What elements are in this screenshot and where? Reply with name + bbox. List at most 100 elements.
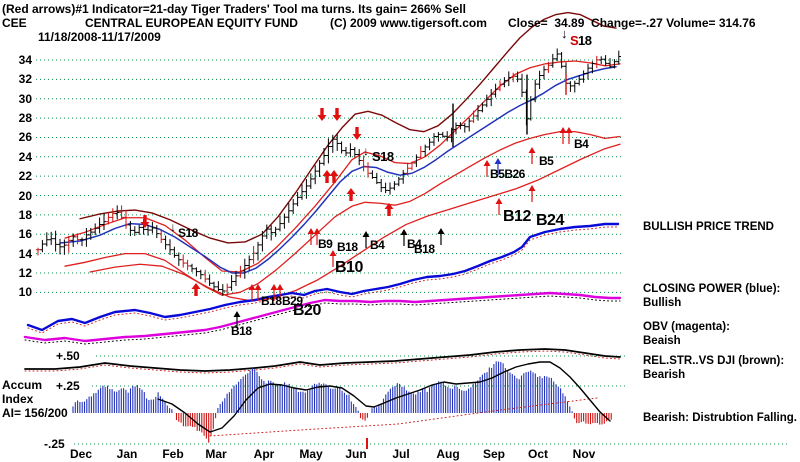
right-panel-label: REL.STR..VS DJI (brown):	[643, 355, 785, 367]
signal-label: ↓	[363, 144, 369, 158]
month-label: May	[299, 447, 323, 461]
signal-label: S18	[178, 226, 198, 240]
closing-power-ma-dotted	[27, 226, 619, 334]
signal-label: S	[570, 33, 579, 48]
signal-label: B4	[574, 137, 589, 151]
month-label: Nov	[572, 447, 596, 461]
month-label: Aug	[436, 447, 460, 461]
red-lower-band	[64, 130, 621, 296]
copyright: (C) 2009 www.tigersoft.com	[330, 16, 487, 30]
buy-arrow-thin-icon-head	[528, 147, 536, 153]
buy-arrow-thin-icon-head	[248, 284, 256, 290]
buy-arrow-thick-icon	[322, 170, 332, 183]
signal-label: ↓	[170, 220, 176, 234]
price-axis-label: 24	[18, 149, 32, 164]
month-label: Apr	[253, 447, 275, 461]
right-panel-label: Bearish	[643, 369, 686, 381]
buy-arrow-thick-icon	[329, 170, 339, 183]
signal-label: B5B26	[490, 167, 525, 181]
red-deep-lower-band	[89, 143, 621, 302]
obv-ma-dotted	[24, 295, 621, 345]
buy-arrow-thick-icon	[346, 188, 356, 201]
signal-label: B18	[261, 294, 282, 308]
month-label: Oct	[527, 447, 548, 461]
red-upper-band	[64, 60, 621, 273]
signal-label: B20	[293, 302, 321, 319]
ai-dotted-trend	[209, 397, 598, 437]
month-label: Sep	[482, 447, 505, 461]
ai-panel-label: -.25	[44, 437, 65, 451]
signal-label: B9	[318, 237, 333, 251]
buy-arrow-blue-icon-head	[494, 158, 502, 164]
buy-arrow-thin-icon-head	[495, 198, 503, 204]
ai-panel-label: +.25	[56, 379, 80, 393]
buy-arrow-thin-icon-head	[329, 250, 337, 256]
signal-label: B18	[414, 242, 435, 256]
price-axis-label: 28	[18, 111, 32, 126]
price-axis-label: 10	[18, 285, 32, 300]
month-label: Feb	[162, 447, 184, 461]
header-line1: (Red arrows)#1 Indicator=21-day Tiger Tr…	[2, 2, 466, 16]
ticker-symbol: CEE	[2, 16, 27, 30]
rel-str-ma-dotted	[24, 350, 621, 374]
buy-arrow-black-icon-head	[437, 228, 445, 234]
right-panel-label: Bearish: Distrubtion Falling.	[643, 412, 797, 424]
signal-label: B5	[539, 154, 554, 168]
month-label: Dec	[69, 447, 92, 461]
buy-arrow-black-icon-head	[233, 311, 241, 317]
closing-power-line	[26, 222, 620, 332]
buy-arrow-thin-icon-head	[559, 127, 567, 133]
right-panel-label: BULLISH PRICE TREND	[643, 221, 774, 233]
signal-label: B12	[503, 208, 531, 225]
buy-arrow-thin-icon-head	[307, 228, 315, 234]
rel-str-line	[24, 348, 621, 372]
quote-line: Close= 34.89 Change=-.27 Volume= 314.76	[508, 16, 756, 30]
signal-label: B29	[282, 294, 303, 308]
buy-arrow-thin-icon-head	[483, 160, 491, 166]
buy-arrow-thin-icon-head	[254, 284, 262, 290]
buy-arrow-thin-icon-head	[565, 127, 573, 133]
month-label: Jan	[116, 447, 138, 461]
price-axis-label: 16	[18, 227, 32, 242]
signal-label: 18	[578, 33, 592, 48]
signal-label: B10	[335, 259, 363, 276]
ai-panel-label: AI= 156/200	[2, 406, 68, 420]
sell-arrow-thick-icon	[140, 215, 150, 228]
buy-arrow-thin-icon-head	[528, 185, 536, 191]
month-label: Mar	[205, 447, 227, 461]
sell-arrow-thick-icon	[332, 108, 342, 121]
signal-label: ↓	[561, 26, 568, 41]
buy-arrow-thin-icon-head	[313, 228, 321, 234]
buy-arrow-thin-icon-head	[276, 284, 284, 290]
blue-moving-average	[59, 66, 617, 274]
ai-panel-label: Accum	[2, 378, 43, 392]
date-range: 11/18/2008-11/17/2009	[38, 30, 161, 44]
month-label: Jun	[345, 447, 367, 461]
signal-label: B18	[337, 240, 358, 254]
price-axis-label: 18	[18, 207, 32, 222]
signal-label: B24	[536, 212, 564, 229]
buy-arrow-thick-icon	[191, 283, 201, 296]
price-axis-label: 12	[18, 265, 32, 280]
signal-label: S18	[372, 149, 394, 164]
price-axis-label: 34	[18, 53, 32, 67]
sell-arrow-thick-icon	[317, 108, 327, 121]
right-panel-label: Beaish	[643, 335, 681, 347]
obv-line	[23, 291, 622, 343]
sell-arrow-thick-icon	[352, 127, 362, 140]
right-panel-label: OBV (magenta):	[643, 321, 730, 333]
buy-arrow-thin-icon-head	[270, 284, 278, 290]
signal-label: B18	[231, 324, 252, 338]
price-axis-label: 22	[18, 169, 32, 184]
buy-arrow-thick-icon	[384, 203, 394, 216]
price-axis-label: 26	[18, 130, 32, 145]
price-axis-label: 30	[18, 91, 32, 106]
right-panel-label: Bullish	[643, 297, 682, 309]
buy-arrow-black-icon-head	[362, 231, 370, 237]
signal-label: B4	[370, 238, 385, 252]
price-axis-label: 14	[18, 246, 32, 261]
right-panel-label: CLOSING POWER (blue):	[643, 283, 781, 295]
price-axis-label: 20	[18, 188, 32, 203]
